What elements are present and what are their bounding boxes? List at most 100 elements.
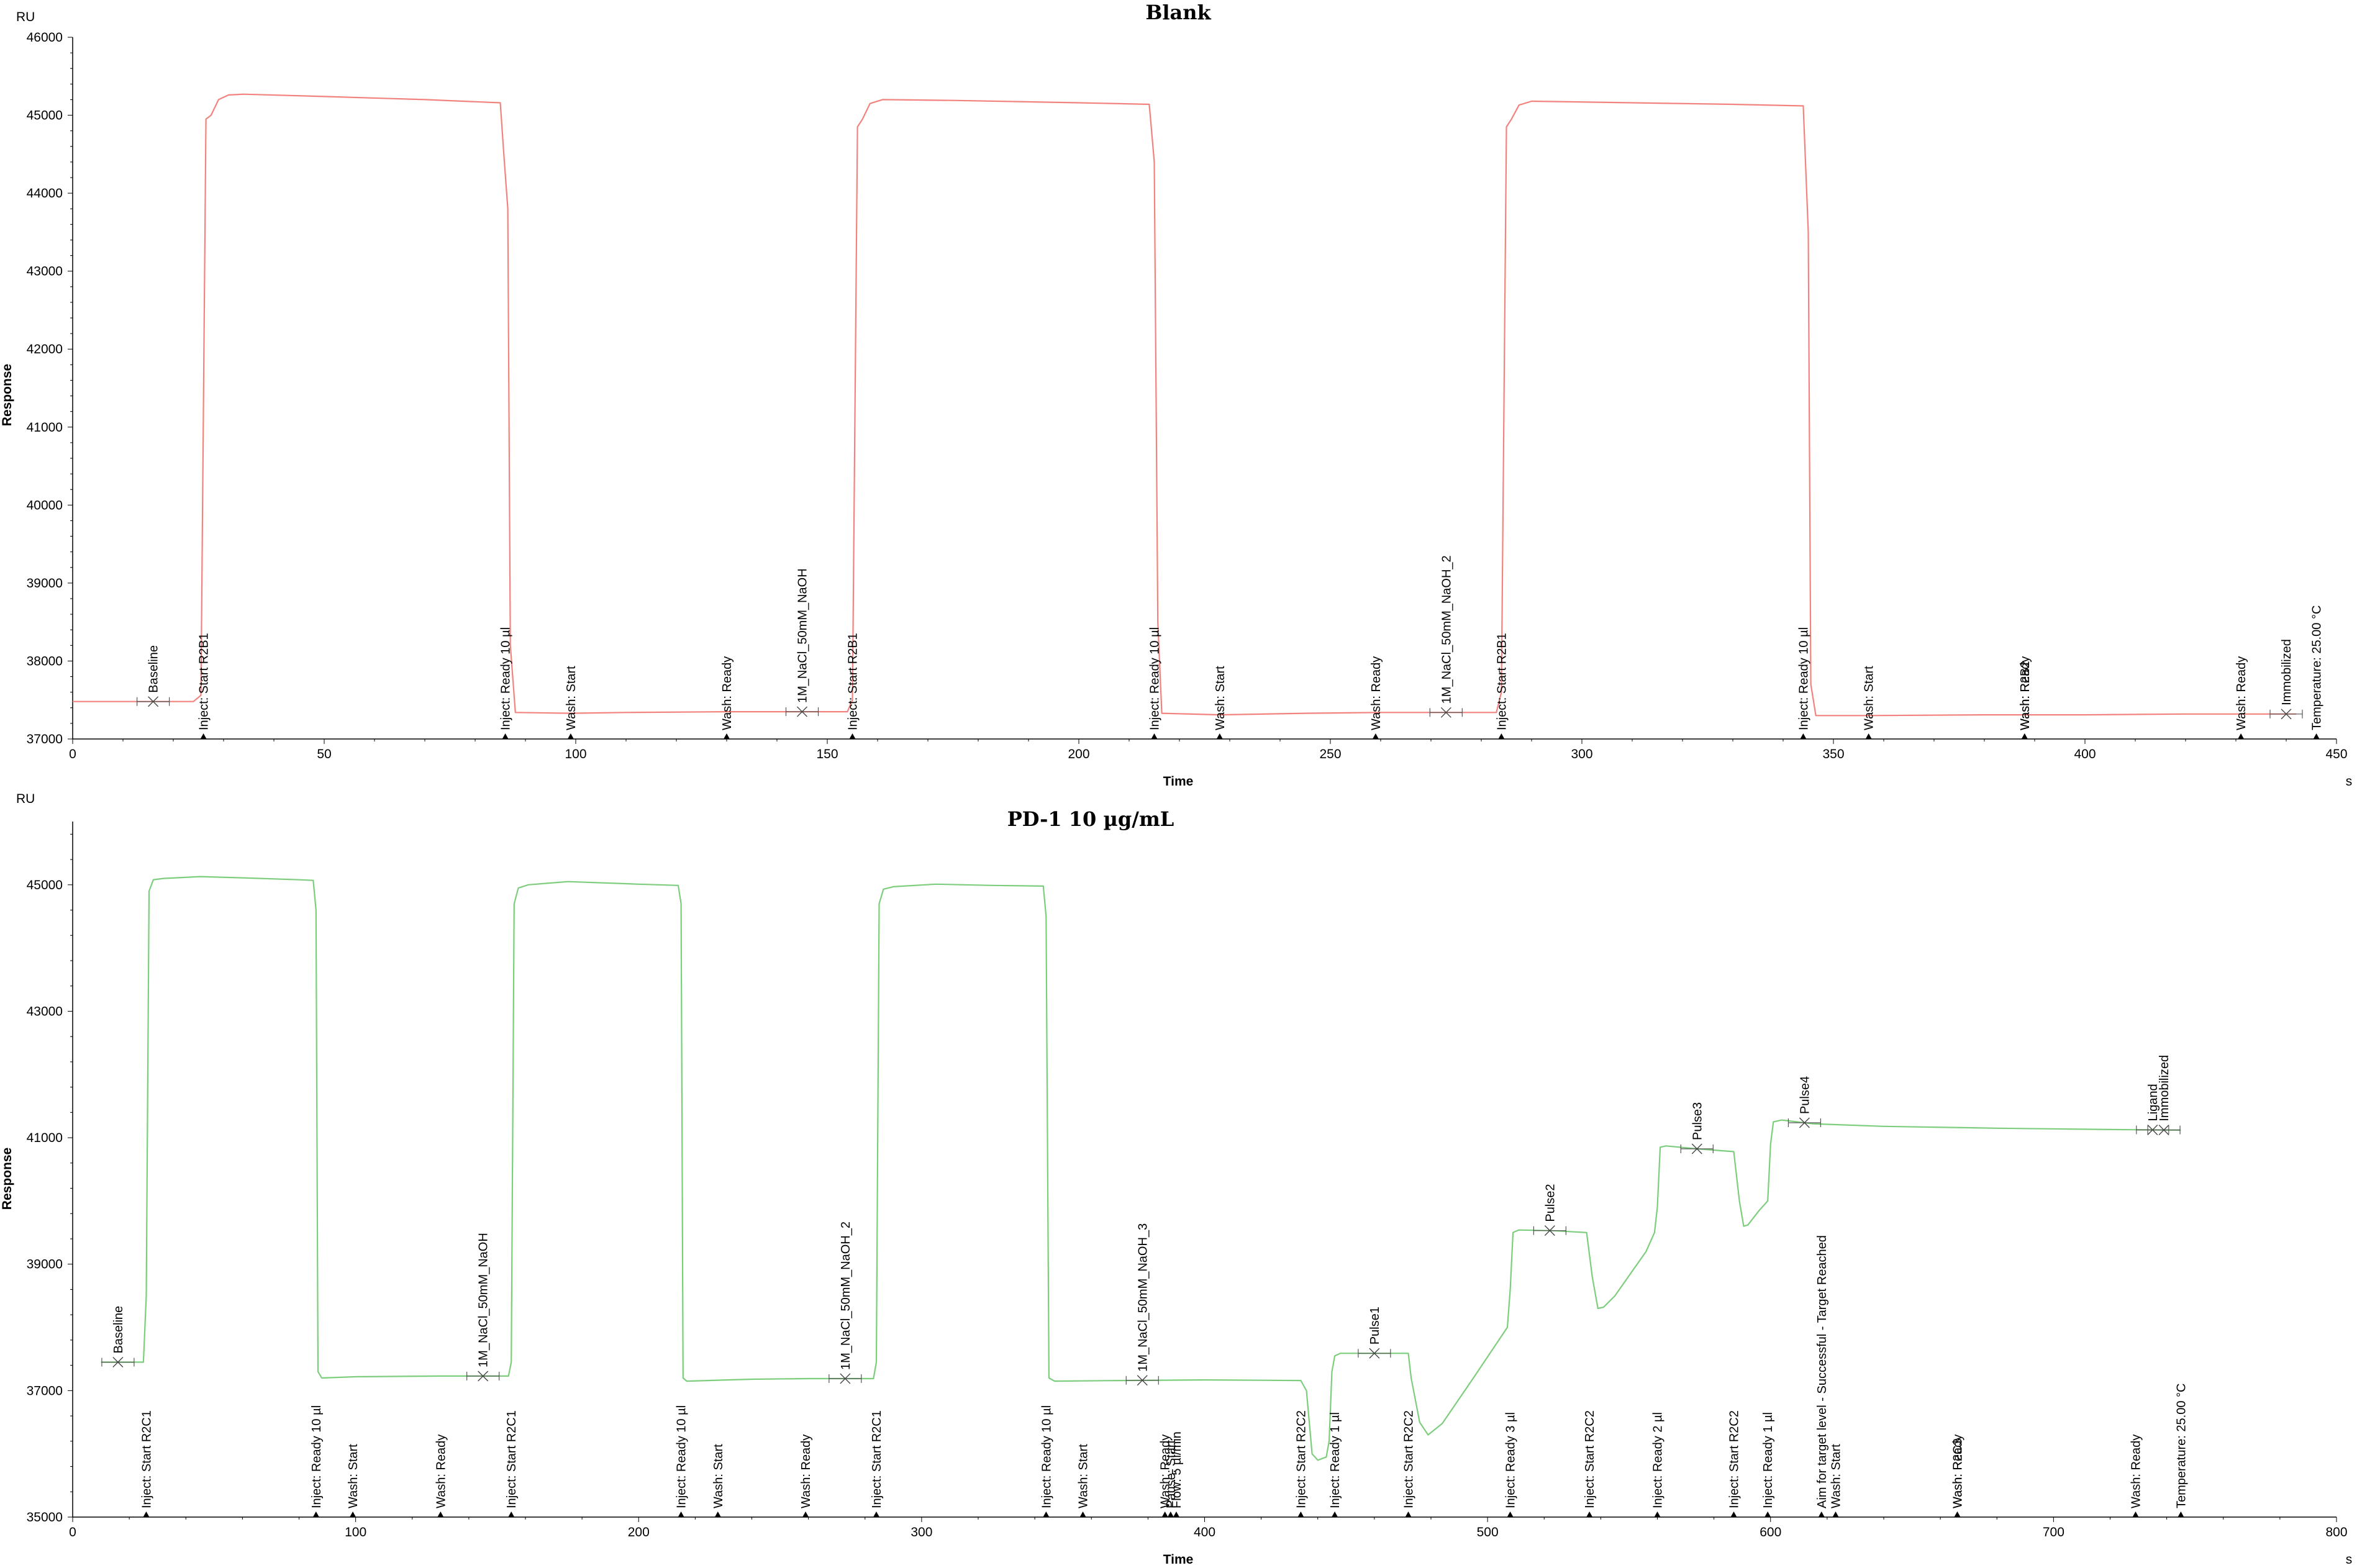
chart-pd1: PD-1 10 µg/mL RU Response Time s 35000 37… [0,792,2352,1567]
event-label: Inject: Ready 10 µl [1797,627,1810,730]
series-line [101,876,2181,1461]
event-marker-axis: Wash: Ready [2130,1434,2143,1517]
event-cross-icon [1440,707,1451,718]
event-label: Wash: Start [347,1444,360,1508]
event-marker-axis: Wash: Start [565,666,578,739]
event-label: Inject: Start R2B1 [847,633,860,730]
event-marker-curve: 1M_NaCl_50mM_NaOH [785,568,819,717]
event-triangle-icon [1954,1511,1961,1517]
event-marker-axis: Inject: Ready 10 µl [675,1405,689,1517]
event-cross-icon [1544,1225,1555,1236]
x-tick-label: 300 [911,1525,932,1539]
event-label: Wash: Ready [720,656,734,730]
x-tick-label: 250 [1319,747,1341,761]
event-triangle-icon [1079,1511,1086,1517]
event-marker-axis: Wash: Ready [799,1434,813,1517]
x-tick-label: 50 [317,747,331,761]
event-label: Flow: 5 µl/min [1170,1431,1184,1508]
event-label: Inject: Start R2C1 [140,1410,153,1508]
event-marker-curve: Pulse3 [1680,1102,1714,1154]
event-label: Wash: Start [565,666,578,730]
event-label: Inject: Start R2C2 [1728,1410,1742,1508]
event-label: Temperature: 25.00 °C [2174,1384,2188,1508]
x-tick-label: 700 [2043,1525,2064,1539]
x-tick-label: 0 [69,747,76,761]
event-label: Inject: Start R2C2 [1294,1410,1308,1508]
event-marker-axis: Inject: Start R2C2 [1294,1410,1308,1517]
x-tick-label: 0 [69,1525,76,1539]
y-tick-label: 45000 [27,109,63,123]
event-cross-icon [1799,1117,1810,1128]
event-label: Pulse4 [1798,1076,1812,1114]
event-label: Inject: Start R2B1 [1495,633,1509,730]
event-label: Aim for target level - Successful - Targ… [1815,1235,1829,1508]
event-triangle-icon [1167,1511,1174,1517]
event-label: Wash: Start [712,1444,725,1508]
x-unit-label: s [2346,774,2353,789]
event-marker-axis: Wash: Start [347,1444,360,1517]
event-triangle-icon [143,1511,150,1517]
event-marker-axis: Inject: Start R2B1 [198,633,211,739]
event-cross-icon [148,696,159,707]
y-axis-label: Response [0,364,14,426]
chart-title: Blank [1145,1,1211,24]
event-triangle-icon [1151,733,1158,739]
event-triangle-icon [849,733,856,739]
event-marker-curve: Baseline [137,645,170,707]
x-tick-label: 200 [628,1525,650,1539]
event-label: Inject: Ready 10 µl [310,1405,324,1508]
event-triangle-icon [1832,1511,1839,1517]
event-triangle-icon [1730,1511,1737,1517]
event-marker-axis: Wash: Ready [2235,656,2248,739]
event-label: Wash: R2B2 [2019,661,2032,730]
event-cross-icon [1691,1143,1702,1154]
event-label: Inject: Start R2C2 [1402,1410,1416,1508]
event-label: Wash: Ready [1159,1434,1173,1508]
x-tick-label: 350 [1822,747,1844,761]
event-marker-curve: 1M_NaCl_50mM_NaOH_2 [829,1221,862,1384]
y-tick-label: 35000 [27,1510,63,1525]
event-triangle-icon [1865,733,1872,739]
event-label: Immobilized [2158,1055,2171,1122]
event-label: Temperature: 25.00 °C [2310,605,2324,730]
x-tick-label: 300 [1571,747,1592,761]
x-tick-label: 100 [565,747,586,761]
event-marker-axis: Wash: Start [1863,666,1876,739]
marks [101,876,2181,1461]
event-label: Inject: Ready 3 µl [1504,1412,1518,1508]
event-triangle-icon [1161,1511,1168,1517]
event-cross-icon [112,1357,124,1368]
event-marker-axis: Inject: Ready 3 µl [1504,1412,1518,1517]
event-triangle-icon [678,1511,684,1517]
event-marker-axis: Wash: Ready [2019,656,2032,739]
event-label: 1M_NaCl_50mM_NaOH_3 [1136,1223,1150,1372]
event-label: Inject: Start R2C1 [505,1410,519,1508]
event-marker-axis: Wash: Start [1830,1444,1843,1517]
y-axis-label: Response [0,1148,14,1210]
event-triangle-icon [1818,1511,1825,1517]
event-label: Wash: Start [1830,1444,1843,1508]
event-label: Pulse1 [1368,1307,1382,1344]
event-marker-axis: Inject: Start R2C1 [140,1410,153,1517]
event-cross-icon [478,1371,489,1382]
event-triangle-icon [724,733,730,739]
event-label: Inject: Ready 10 µl [1040,1405,1053,1508]
event-triangle-icon [502,733,509,739]
event-triangle-icon [2313,733,2320,739]
event-triangle-icon [1332,1511,1338,1517]
event-triangle-icon [312,1511,319,1517]
event-triangle-icon [1764,1511,1771,1517]
event-triangle-icon [350,1511,357,1517]
x-axis-label: Time [1163,774,1194,789]
event-label: Ligand [2146,1084,2160,1121]
event-label: 1M_NaCl_50mM_NaOH [477,1233,491,1367]
event-label: Inject: Ready 1 µl [1328,1412,1342,1508]
event-label: Inject: Start R2B1 [198,633,211,730]
event-marker-axis: Inject: Ready 10 µl [1148,627,1162,739]
event-label: Inject: Ready 1 µl [1761,1412,1775,1508]
event-marker-axis: Aim for target level - Successful - Targ… [1815,1235,1829,1517]
y-tick-label: 39000 [27,576,63,591]
event-triangle-icon [873,1511,879,1517]
axes: 35000 37000 39000 41000 43000 45000 0 100 200 300… [27,822,2348,1539]
event-label: Inject: Ready 2 µl [1651,1412,1665,1508]
